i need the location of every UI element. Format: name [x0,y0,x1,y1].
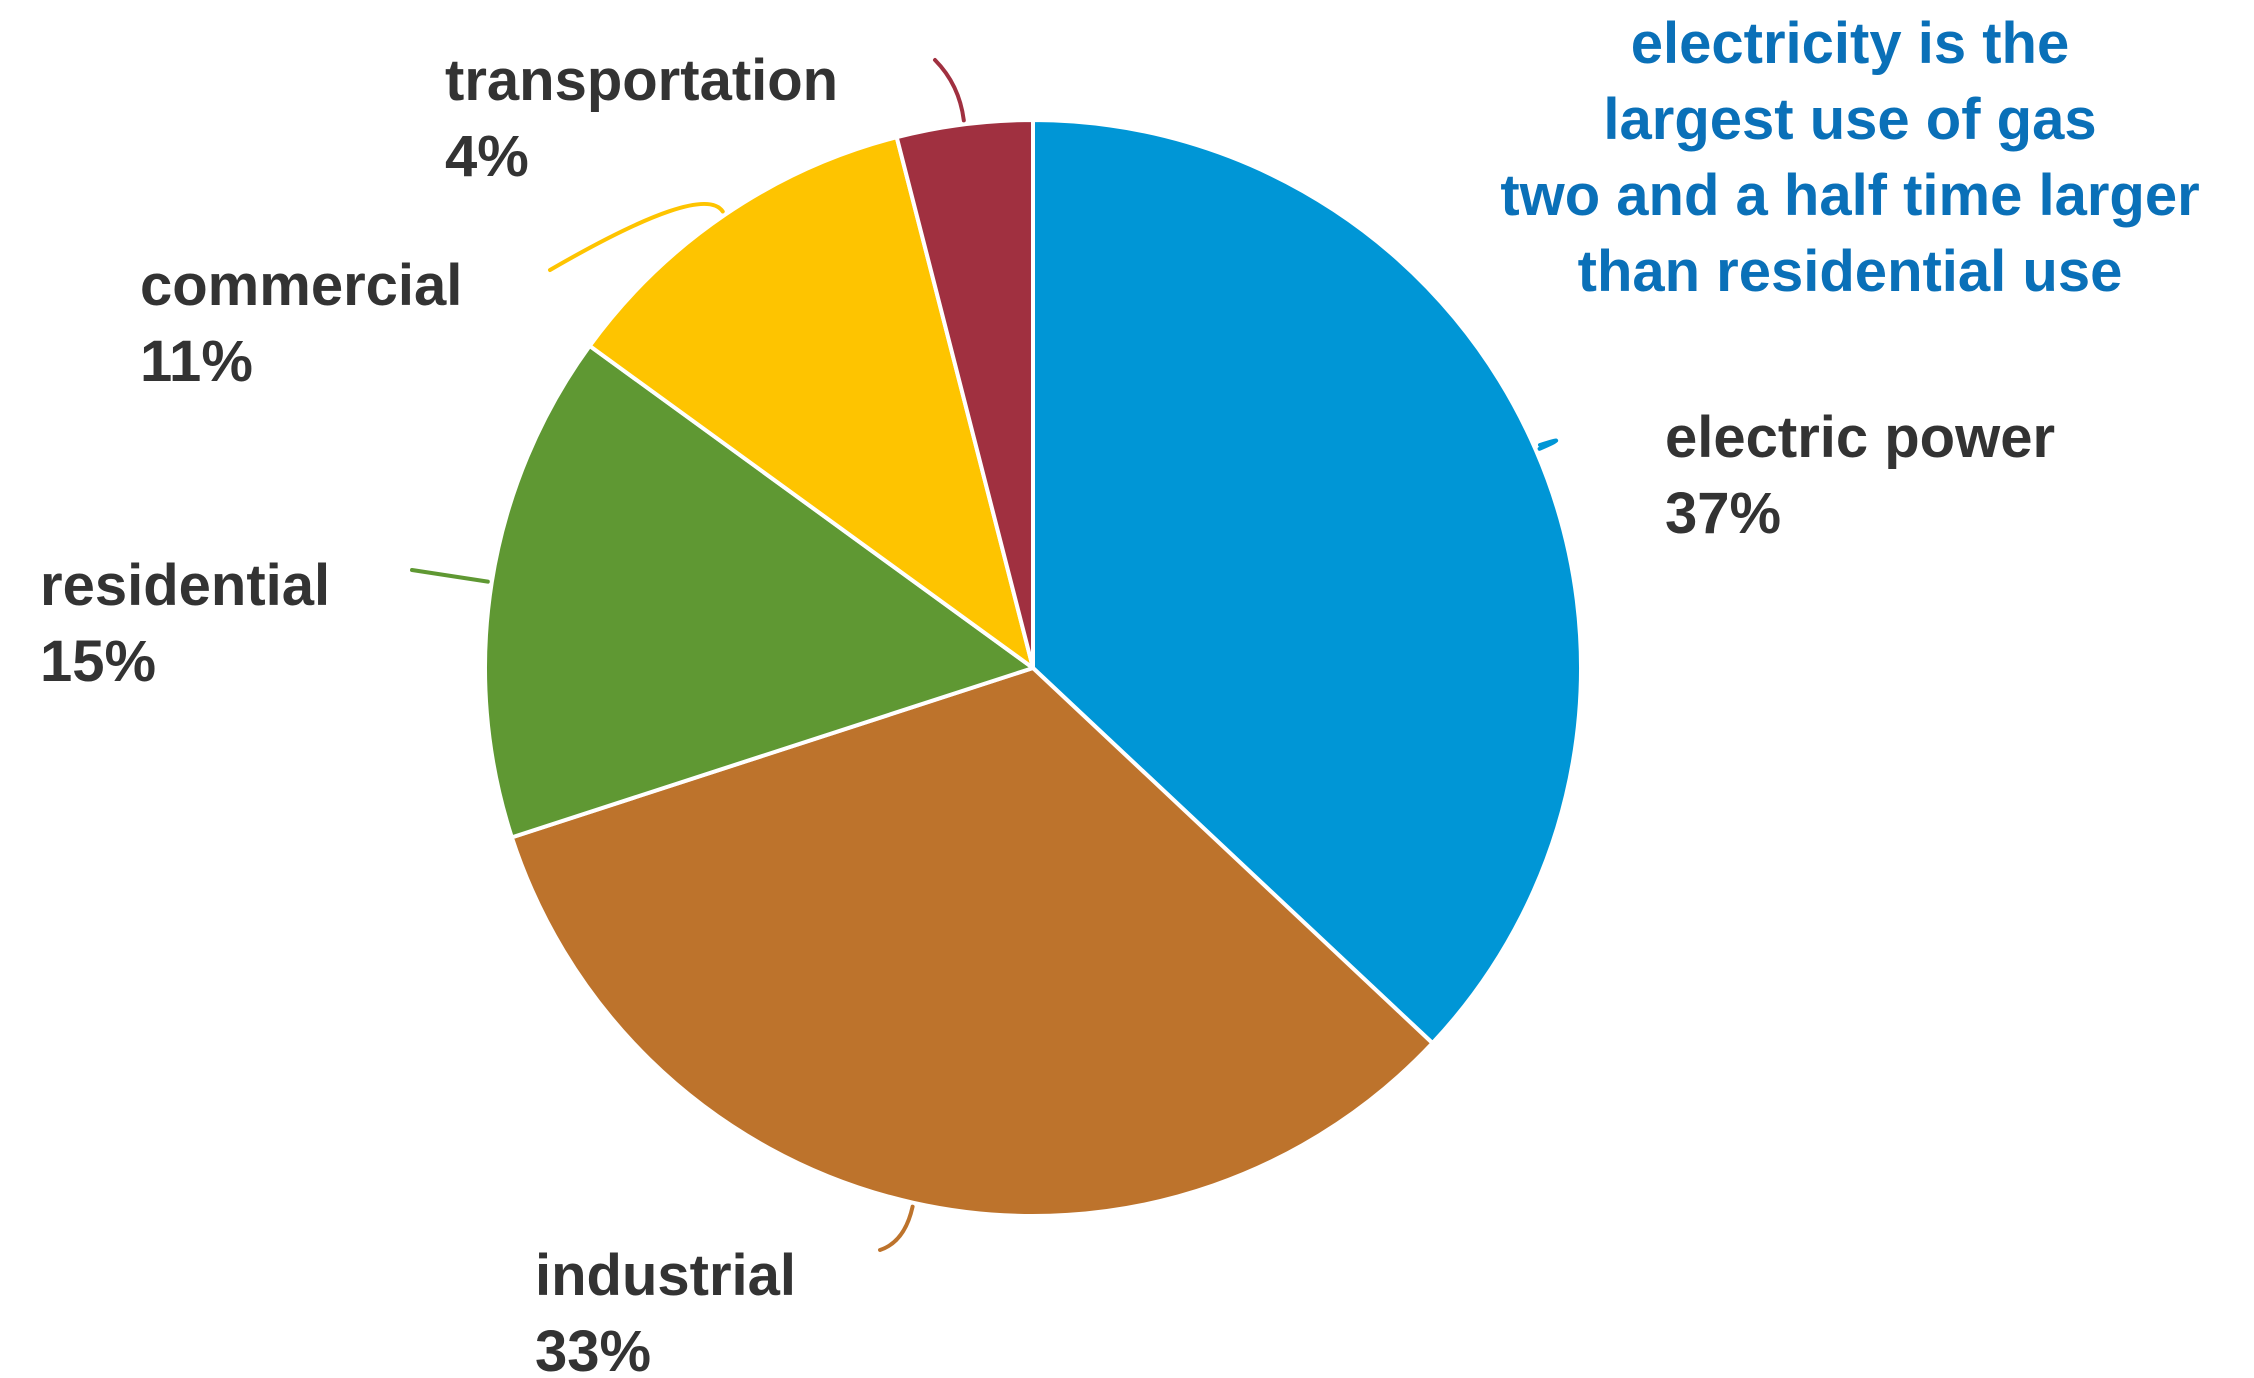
slice-name-electric-power: electric power [1665,405,2055,470]
pie-slice-electric-power [1031,118,1583,1046]
leader-lines [410,58,1559,1252]
annotation-line-2: largest use of gas [1603,87,2097,152]
slice-value-transportation: 4% [445,124,529,189]
slice-labels: electric power 37% industrial 33% residentia… [40,48,2055,1378]
slice-name-transportation: transportation [445,48,838,113]
leader-line-transportation [933,58,966,123]
slice-value-commercial: 11% [140,329,253,394]
slice-value-electric-power: 37% [1665,481,1781,546]
pie-slice-transportation [894,118,1035,670]
slice-name-industrial: industrial [535,1243,796,1308]
leader-line-commercial [548,201,725,272]
slice-value-residential: 15% [40,629,156,694]
annotation-line-4: than residential use [1577,239,2123,304]
pie-slice-industrial [509,666,1435,1218]
slice-value-industrial: 33% [535,1319,651,1378]
slice-name-commercial: commercial [140,253,462,318]
slice-name-residential: residential [40,553,330,618]
annotation-line-1: electricity is the [1630,11,2070,76]
pie-slice-commercial [587,135,1035,670]
chart-annotation: electricity is the largest use of gas tw… [1420,6,2254,310]
pie-slice-residential [483,343,1035,840]
pie-slices [483,118,1583,1218]
leader-line-electric-power [1537,438,1559,451]
annotation-line-3: two and a half time larger [1500,163,2200,228]
leader-line-industrial [878,1204,915,1252]
leader-line-residential [410,568,490,584]
